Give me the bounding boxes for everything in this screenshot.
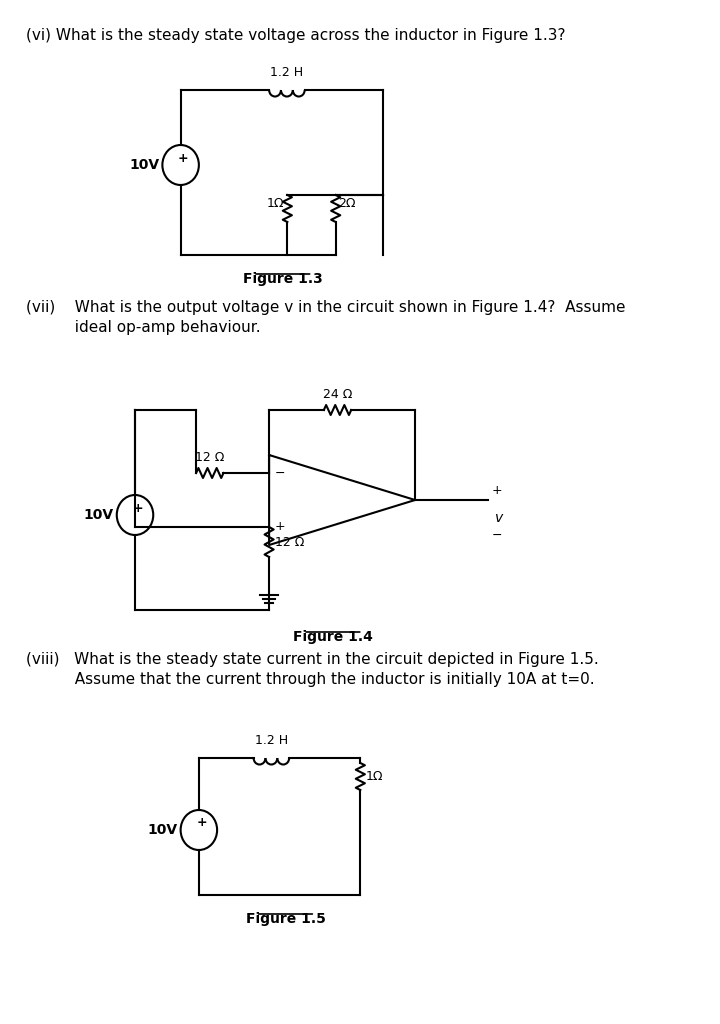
Text: 10V: 10V [84, 508, 114, 522]
Text: +: + [274, 520, 285, 534]
Text: 1Ω: 1Ω [267, 197, 284, 210]
Text: Figure 1.4: Figure 1.4 [293, 630, 373, 644]
Text: +: + [492, 483, 503, 497]
Text: (vi) What is the steady state voltage across the inductor in Figure 1.3?: (vi) What is the steady state voltage ac… [25, 28, 565, 43]
Text: 1.2 H: 1.2 H [255, 734, 288, 746]
Text: 10V: 10V [130, 158, 160, 172]
Text: −: − [492, 528, 502, 542]
Text: 1Ω: 1Ω [366, 770, 383, 783]
Text: 2Ω: 2Ω [338, 197, 356, 210]
Text: +: + [178, 152, 189, 165]
Text: v: v [495, 511, 503, 525]
Text: +: + [132, 502, 143, 514]
Text: 1.2 H: 1.2 H [270, 66, 303, 79]
Text: −: − [274, 467, 285, 479]
Text: (viii)   What is the steady state current in the circuit depicted in Figure 1.5.: (viii) What is the steady state current … [25, 652, 598, 667]
Text: ideal op-amp behaviour.: ideal op-amp behaviour. [25, 319, 260, 335]
Text: Figure 1.3: Figure 1.3 [243, 272, 323, 286]
Text: +: + [197, 816, 207, 829]
Text: 24 Ω: 24 Ω [323, 388, 352, 401]
Text: 10V: 10V [148, 823, 178, 837]
Text: Figure 1.5: Figure 1.5 [246, 912, 325, 926]
Text: (vii)    What is the output voltage v in the circuit shown in Figure 1.4?  Assum: (vii) What is the output voltage v in th… [25, 300, 625, 315]
Text: 12 Ω: 12 Ω [276, 536, 305, 549]
Text: 12 Ω: 12 Ω [195, 451, 225, 464]
Text: Assume that the current through the inductor is initially 10A at t=0.: Assume that the current through the indu… [25, 672, 594, 687]
